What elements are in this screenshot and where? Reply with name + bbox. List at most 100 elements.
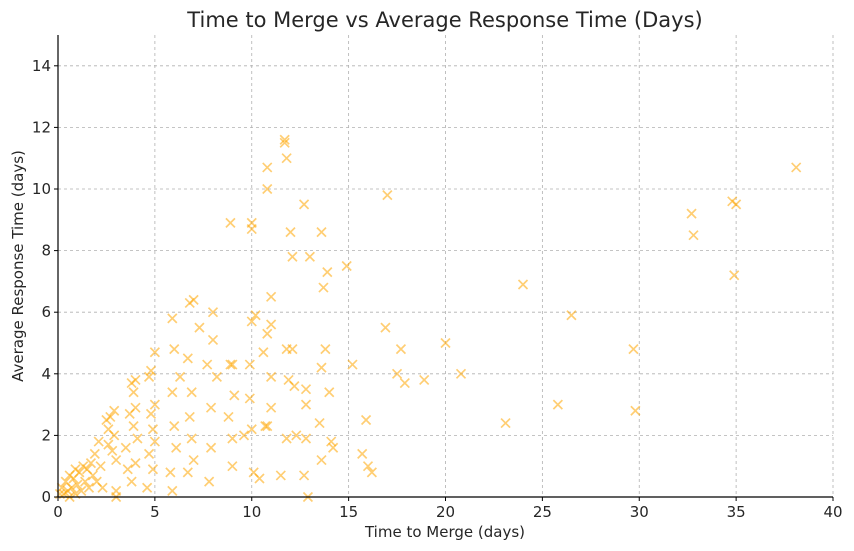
data-point: [246, 424, 257, 435]
data-point: [630, 405, 641, 416]
data-point: [289, 381, 300, 392]
data-point: [149, 436, 160, 447]
data-point: [244, 393, 255, 404]
data-point: [171, 442, 182, 453]
y-tick-label: 14: [32, 57, 51, 75]
data-point: [130, 402, 141, 413]
data-point: [238, 430, 250, 441]
y-tick-label: 6: [41, 303, 51, 321]
data-point: [316, 454, 327, 466]
data-point: [89, 448, 100, 459]
data-point: [74, 467, 85, 478]
data-point: [83, 482, 95, 493]
data-point: [182, 467, 193, 478]
data-point: [205, 402, 217, 413]
data-point: [184, 411, 195, 423]
data-point: [128, 421, 139, 432]
data-point: [285, 227, 296, 238]
data-point: [143, 448, 155, 459]
data-point: [149, 347, 160, 358]
data-point: [174, 371, 186, 382]
data-point: [103, 439, 114, 450]
data-point: [227, 461, 238, 472]
x-tick-label: 5: [150, 503, 160, 521]
data-point: [300, 399, 312, 410]
data-point: [250, 310, 261, 321]
data-point: [287, 344, 298, 355]
data-point: [126, 476, 137, 487]
data-point: [328, 442, 339, 453]
data-point: [266, 291, 277, 302]
data-point: [188, 454, 199, 466]
data-point: [147, 464, 159, 475]
data-point: [729, 270, 740, 281]
data-point: [188, 294, 199, 305]
chart-title: Time to Merge vs Average Response Time (…: [186, 8, 702, 32]
data-point: [76, 485, 87, 496]
x-tick-label: 20: [436, 503, 455, 521]
data-point: [211, 371, 222, 382]
data-point: [143, 371, 155, 382]
data-point: [399, 377, 410, 389]
grid-lines: [58, 35, 834, 497]
data-point: [207, 334, 219, 346]
data-point: [207, 307, 219, 318]
y-tick-label: 4: [41, 365, 51, 383]
data-point: [316, 362, 327, 373]
data-point: [244, 359, 255, 370]
data-point: [229, 390, 240, 401]
data-point: [686, 208, 697, 219]
data-point: [279, 137, 290, 148]
data-point: [262, 183, 273, 195]
data-point: [395, 344, 407, 355]
data-point: [56, 482, 67, 493]
data-point: [227, 359, 238, 370]
data-point: [246, 316, 257, 327]
data-point: [93, 436, 104, 447]
data-point: [347, 359, 358, 370]
data-point: [298, 199, 310, 210]
data-point: [225, 217, 236, 228]
x-tick-label: 35: [727, 503, 746, 521]
data-point: [132, 433, 143, 444]
data-point: [109, 405, 120, 416]
data-point: [552, 399, 563, 410]
data-point: [225, 359, 236, 370]
data-point: [254, 473, 265, 484]
y-tick-label: 2: [41, 426, 51, 444]
data-point: [266, 319, 277, 330]
data-point: [145, 365, 157, 376]
data-point: [360, 414, 372, 426]
data-points: [54, 134, 802, 503]
data-point: [130, 458, 141, 469]
data-point: [95, 461, 106, 472]
data-point: [169, 344, 180, 355]
data-point: [281, 153, 292, 164]
data-point: [366, 467, 377, 478]
data-point: [322, 267, 333, 278]
x-tick-label: 10: [242, 503, 261, 521]
data-point: [262, 328, 273, 339]
data-point: [300, 384, 312, 395]
y-tick-label: 10: [32, 180, 51, 198]
data-point: [202, 359, 213, 370]
data-point: [66, 482, 77, 493]
data-point: [517, 279, 529, 290]
data-point: [291, 430, 302, 441]
data-point: [142, 482, 153, 493]
data-point: [87, 470, 98, 481]
data-point: [391, 368, 403, 379]
data-point: [500, 417, 511, 429]
data-point: [109, 430, 120, 441]
data-point: [169, 421, 180, 432]
data-point: [326, 436, 337, 447]
data-point: [186, 433, 197, 444]
data-point: [260, 421, 271, 432]
data-point: [167, 313, 178, 324]
data-point: [182, 353, 193, 364]
data-point: [318, 282, 329, 293]
data-point: [85, 458, 97, 469]
x-tick-label: 30: [630, 503, 649, 521]
data-point: [167, 387, 178, 398]
